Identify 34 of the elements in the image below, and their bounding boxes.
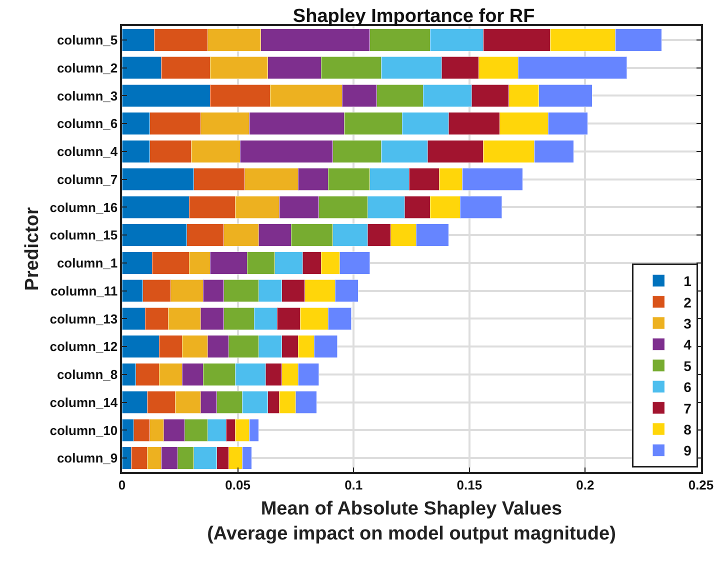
legend-label: 1 — [684, 273, 692, 290]
y-tick-label: column_13 — [50, 311, 118, 326]
x-tick-label: 0.15 — [456, 477, 482, 492]
y-tick-label: column_7 — [56, 172, 118, 187]
x-tick-label: 0.25 — [688, 477, 714, 492]
x-axis-title: Mean of Absolute Shapley Values (Average impact on model output magnitude) — [207, 498, 616, 544]
y-tick-label: column_10 — [50, 422, 118, 438]
legend-label: 3 — [684, 316, 692, 332]
y-tick-label: column_3 — [56, 88, 118, 104]
y-tick-label: column_5 — [56, 32, 118, 48]
y-tick-label: column_9 — [56, 450, 118, 466]
legend-label: 4 — [684, 336, 692, 353]
legend-label: 5 — [684, 358, 692, 374]
y-tick-label: column_15 — [50, 228, 118, 243]
chart-title: Shapley Importance for RF — [292, 6, 535, 27]
x-tick-label: 0 — [118, 477, 126, 492]
y-tick-label: column_12 — [50, 339, 118, 354]
y-axis-title: Predictor — [22, 206, 44, 291]
x-tick-label: 0.05 — [225, 477, 250, 492]
y-tick-label: column_8 — [56, 366, 118, 382]
legend-label: 7 — [684, 400, 692, 416]
y-tick-label: column_11 — [50, 283, 118, 298]
x-tick-label: 0.1 — [344, 477, 363, 492]
legend-label: 8 — [684, 422, 692, 438]
y-tick-label: column_4 — [56, 144, 118, 159]
x-tick-label: 0.2 — [576, 477, 594, 492]
y-tick-label: column_14 — [50, 394, 118, 410]
legend-label: 2 — [684, 294, 692, 310]
y-tick-label: column_16 — [50, 200, 118, 215]
legend-label: 6 — [684, 379, 692, 396]
y-tick-label: column_2 — [56, 60, 118, 76]
y-tick-label: column_6 — [56, 116, 118, 132]
y-tick-label: column_1 — [56, 255, 118, 270]
legend-label: 9 — [684, 442, 692, 459]
